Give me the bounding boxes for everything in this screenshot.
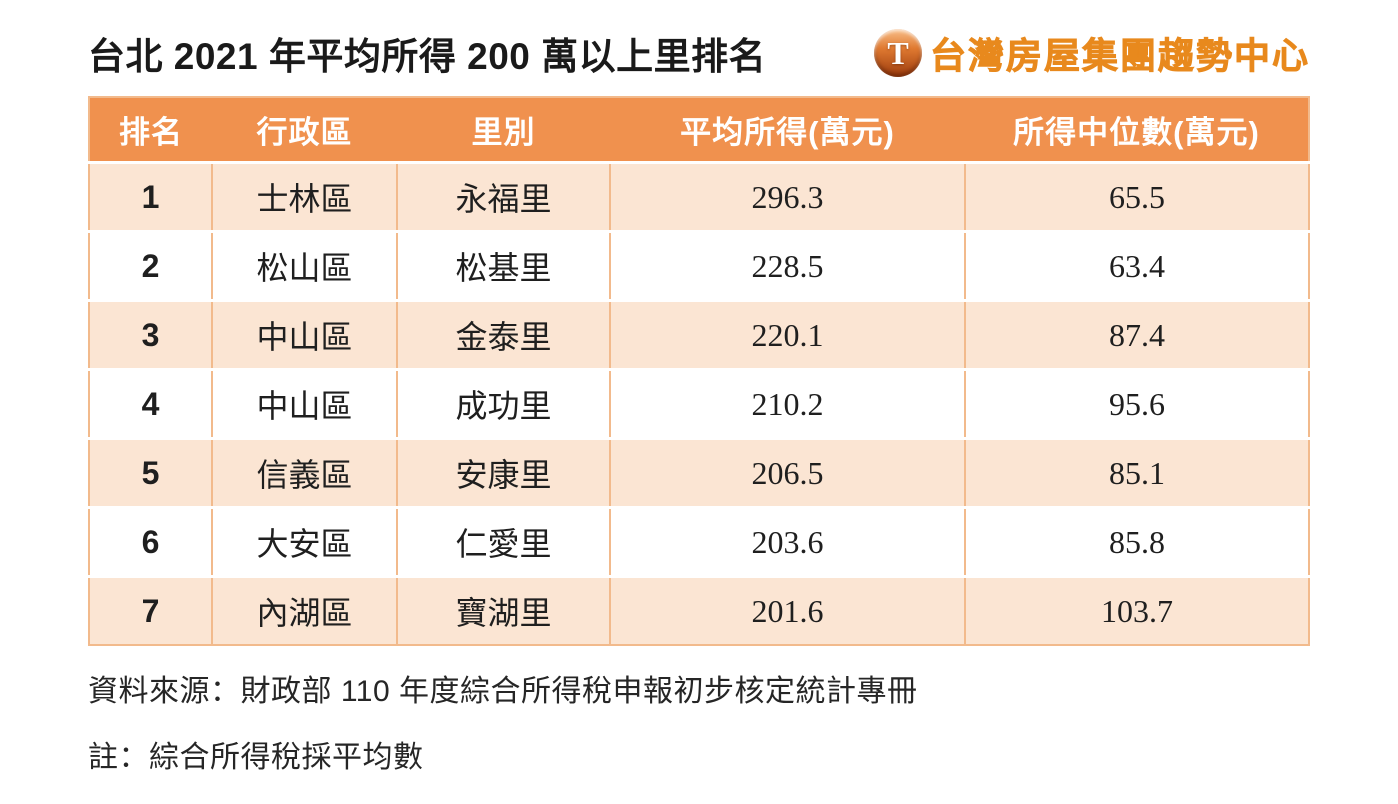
district-cell: 中山區 [211,368,398,440]
median-income-cell: 87.4 [964,299,1310,371]
table-row: 2 松山區 松基里 228.5 63.4 [88,230,1310,302]
median-income-cell: 65.5 [964,161,1310,233]
median-income-cell: 85.8 [964,506,1310,578]
district-cell: 士林區 [211,161,398,233]
column-header-avg-income: 平均所得(萬元) [610,97,965,164]
avg-income-cell: 201.6 [609,575,966,646]
rank-cell: 3 [88,299,213,371]
median-income-cell: 85.1 [964,437,1310,509]
avg-income-cell: 206.5 [609,437,966,509]
logo-glyph: T [887,35,909,71]
village-cell: 松基里 [396,230,611,302]
median-income-cell: 63.4 [964,230,1310,302]
village-cell: 寶湖里 [396,575,611,646]
column-header-district: 行政區 [212,97,397,164]
table-row: 4 中山區 成功里 210.2 95.6 [88,368,1310,440]
median-income-cell: 95.6 [964,368,1310,440]
footnote: 註：綜合所得稅採平均數 [88,741,424,774]
rank-cell: 6 [88,506,213,578]
rank-cell: 7 [88,575,213,646]
page-title: 台北 2021 年平均所得 200 萬以上里排名 [88,36,767,77]
income-ranking-table: 排名 行政區 里別 平均所得(萬元) 所得中位數(萬元) 1 士林區 永福里 2… [88,96,1310,646]
table-header-row: 排名 行政區 里別 平均所得(萬元) 所得中位數(萬元) [89,97,1309,164]
title-bar: 台北 2021 年平均所得 200 萬以上里排名 T 台灣房屋集團趨勢中心 [88,24,1310,82]
avg-income-cell: 296.3 [609,161,966,233]
table-row: 7 內湖區 寶湖里 201.6 103.7 [88,575,1310,646]
village-cell: 仁愛里 [396,506,611,578]
rank-cell: 4 [88,368,213,440]
district-cell: 內湖區 [211,575,398,646]
table-row: 3 中山區 金泰里 220.1 87.4 [88,299,1310,371]
village-cell: 成功里 [396,368,611,440]
table-row: 1 士林區 永福里 296.3 65.5 [88,161,1310,233]
district-cell: 中山區 [211,299,398,371]
rank-cell: 2 [88,230,213,302]
avg-income-cell: 210.2 [609,368,966,440]
district-cell: 信義區 [211,437,398,509]
district-cell: 大安區 [211,506,398,578]
column-header-rank: 排名 [89,97,212,164]
village-cell: 金泰里 [396,299,611,371]
table-row: 6 大安區 仁愛里 203.6 85.8 [88,506,1310,578]
village-cell: 永福里 [396,161,611,233]
village-cell: 安康里 [396,437,611,509]
district-cell: 松山區 [211,230,398,302]
rank-cell: 1 [88,161,213,233]
median-income-cell: 103.7 [964,575,1310,646]
source-note: 資料來源：財政部 110 年度綜合所得稅申報初步核定統計專冊 [88,675,918,708]
table-row: 5 信義區 安康里 206.5 85.1 [88,437,1310,509]
avg-income-cell: 203.6 [609,506,966,578]
column-header-median-income: 所得中位數(萬元) [965,97,1309,164]
rank-cell: 5 [88,437,213,509]
avg-income-cell: 220.1 [609,299,966,371]
column-header-village: 里別 [397,97,610,164]
brand-logo: T 台灣房屋集團趨勢中心 [873,27,1310,79]
brand-logo-text: 台灣房屋集團趨勢中心 [929,35,1310,77]
avg-income-cell: 228.5 [609,230,966,302]
taiwan-housing-t-icon: T [873,29,922,77]
